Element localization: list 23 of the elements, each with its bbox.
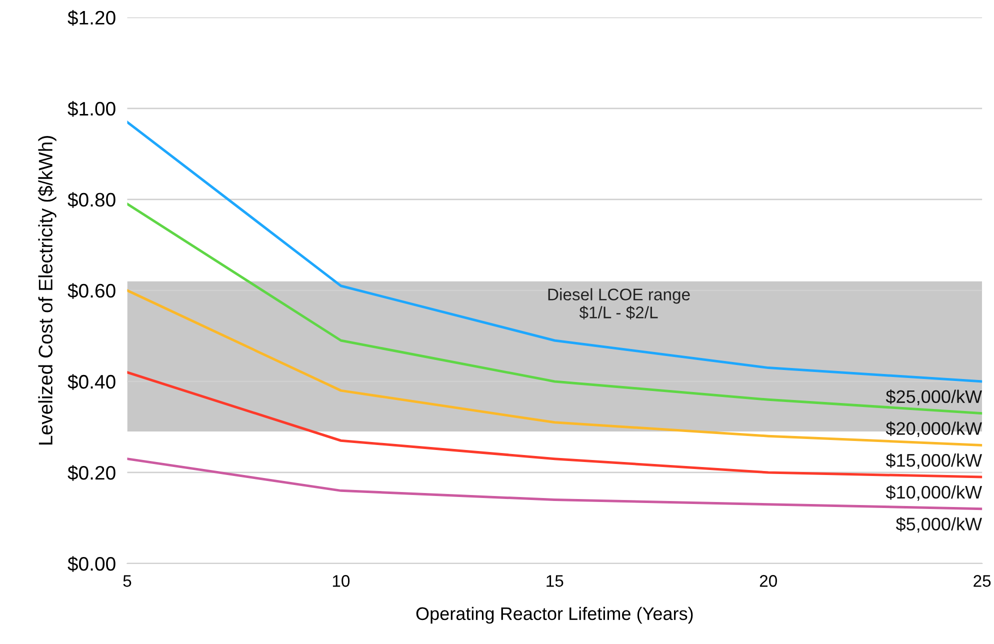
line-series (127, 371, 982, 478)
series-label: $5,000/kW (896, 516, 982, 533)
x-axis-title: Operating Reactor Lifetime (Years) (416, 606, 693, 624)
y-tick-label: $1.00 (68, 101, 116, 117)
y-tick-label: $0.40 (68, 374, 116, 390)
line-series (127, 120, 982, 383)
series-label: $25,000/kW (886, 390, 982, 406)
x-tick-label: 20 (760, 575, 777, 587)
x-tick-label: 5 (123, 575, 132, 587)
series-label: $15,000/kW (886, 453, 982, 469)
y-tick-label: $0.60 (68, 283, 116, 299)
y-tick-label: $0.00 (68, 556, 116, 572)
y-tick-label: $0.20 (68, 465, 116, 481)
x-tick-label: 10 (332, 575, 350, 587)
series-label: $10,000/kW (886, 485, 982, 501)
y-axis-title: Levelized Cost of Electricity ($/kWh) (38, 136, 56, 444)
x-tick-label: 15 (546, 575, 564, 587)
x-tick-label: 25 (974, 575, 991, 587)
series-label: $20,000/kW (886, 421, 982, 438)
line-series (127, 202, 982, 415)
y-tick-label: $0.80 (68, 192, 116, 208)
band-label: Diesel LCOE range $1/L - $2/L (548, 288, 690, 320)
y-tick-label: $1.20 (68, 10, 116, 26)
